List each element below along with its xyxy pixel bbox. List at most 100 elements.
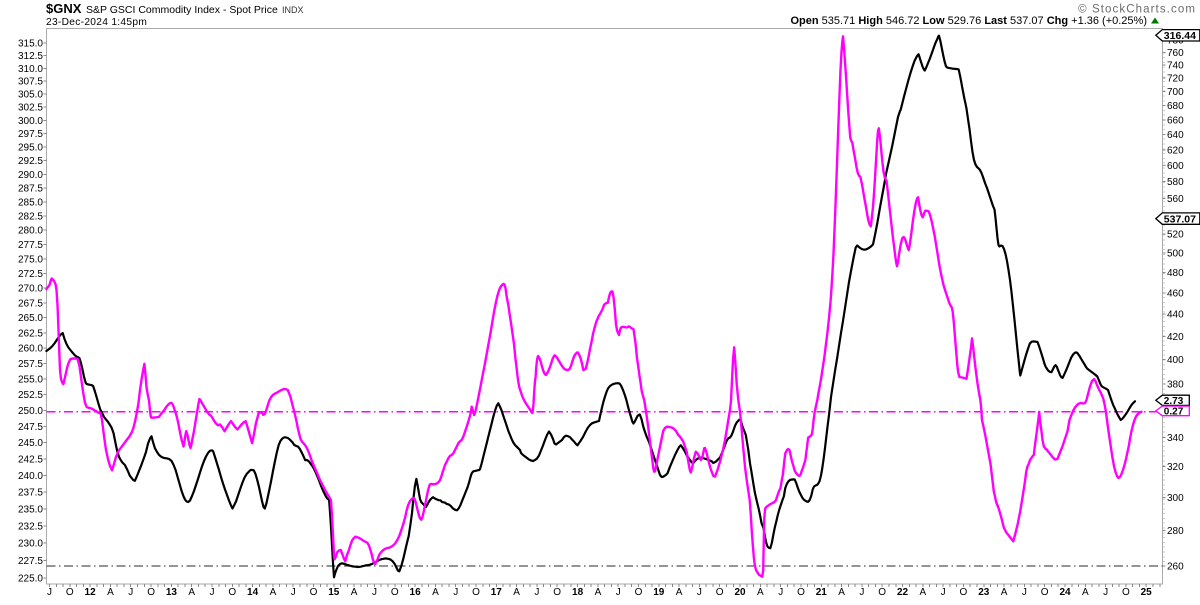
svg-text:310.0: 310.0 (18, 64, 43, 75)
svg-text:480: 480 (1167, 268, 1184, 279)
svg-text:O: O (228, 587, 236, 598)
svg-text:A: A (107, 587, 114, 598)
svg-text:285.0: 285.0 (18, 198, 43, 209)
svg-text:500: 500 (1167, 248, 1184, 259)
svg-text:J: J (47, 587, 52, 598)
svg-text:380: 380 (1167, 380, 1184, 391)
svg-text:420: 420 (1167, 332, 1184, 343)
svg-text:O: O (635, 587, 643, 598)
svg-text:O: O (310, 587, 318, 598)
svg-text:312.5: 312.5 (18, 51, 43, 62)
svg-text:18: 18 (572, 587, 584, 598)
svg-text:305.0: 305.0 (18, 90, 43, 101)
svg-text:J: J (534, 587, 539, 598)
svg-text:A: A (838, 587, 845, 598)
svg-text:O: O (553, 587, 561, 598)
svg-text:272.5: 272.5 (18, 269, 43, 280)
svg-text:J: J (697, 587, 702, 598)
svg-text:340: 340 (1167, 433, 1184, 444)
svg-text:15: 15 (328, 587, 340, 598)
svg-text:680: 680 (1167, 101, 1184, 112)
svg-text:O: O (797, 587, 805, 598)
svg-text:302.5: 302.5 (18, 103, 43, 114)
svg-text:16: 16 (410, 587, 422, 598)
svg-text:260: 260 (1167, 562, 1184, 573)
svg-text:232.5: 232.5 (18, 521, 43, 532)
svg-text:292.5: 292.5 (18, 156, 43, 167)
svg-text:247.5: 247.5 (18, 422, 43, 433)
svg-text:S&P GSCI Commodity Index - Spo: S&P GSCI Commodity Index - Spot Price (86, 4, 278, 16)
svg-text:230.0: 230.0 (18, 539, 43, 550)
svg-text:2.73: 2.73 (1164, 396, 1184, 407)
svg-text:$GNX: $GNX (46, 1, 82, 16)
svg-text:275.0: 275.0 (18, 254, 43, 265)
svg-text:520: 520 (1167, 230, 1184, 241)
svg-text:287.5: 287.5 (18, 184, 43, 195)
svg-text:25: 25 (1141, 587, 1153, 598)
svg-text:J: J (778, 587, 783, 598)
svg-text:J: J (372, 587, 377, 598)
svg-text:295.0: 295.0 (18, 143, 43, 154)
svg-text:640: 640 (1167, 130, 1184, 141)
svg-text:240.0: 240.0 (18, 471, 43, 482)
svg-text:12: 12 (85, 587, 97, 598)
svg-text:270.0: 270.0 (18, 284, 43, 295)
svg-text:A: A (676, 587, 683, 598)
svg-text:315.0: 315.0 (18, 38, 43, 49)
svg-text:23: 23 (978, 587, 990, 598)
svg-text:A: A (351, 587, 358, 598)
svg-text:O: O (1122, 587, 1130, 598)
svg-text:© StockCharts.com: © StockCharts.com (1078, 4, 1196, 16)
svg-text:J: J (291, 587, 296, 598)
svg-text:A: A (1082, 587, 1089, 598)
svg-text:21: 21 (816, 587, 828, 598)
svg-text:720: 720 (1167, 74, 1184, 85)
svg-text:400: 400 (1167, 355, 1184, 366)
svg-text:A: A (595, 587, 602, 598)
svg-text:23-Dec-2024 1:45pm: 23-Dec-2024 1:45pm (46, 17, 147, 28)
svg-text:24: 24 (1059, 587, 1071, 598)
svg-text:600: 600 (1167, 161, 1184, 172)
svg-text:300: 300 (1167, 493, 1184, 504)
svg-text:J: J (1022, 587, 1027, 598)
svg-text:19: 19 (653, 587, 665, 598)
svg-text:460: 460 (1167, 288, 1184, 299)
svg-text:INDX: INDX (282, 5, 304, 15)
svg-text:J: J (859, 587, 864, 598)
svg-text:282.5: 282.5 (18, 212, 43, 223)
svg-text:265.0: 265.0 (18, 313, 43, 324)
svg-text:A: A (188, 587, 195, 598)
svg-text:O: O (878, 587, 886, 598)
svg-text:A: A (757, 587, 764, 598)
svg-text:580: 580 (1167, 177, 1184, 188)
svg-text:237.5: 237.5 (18, 488, 43, 499)
svg-text:O: O (66, 587, 74, 598)
svg-text:262.5: 262.5 (18, 328, 43, 339)
svg-text:280: 280 (1167, 526, 1184, 537)
svg-text:250.0: 250.0 (18, 406, 43, 417)
svg-text:290.0: 290.0 (18, 170, 43, 181)
svg-text:297.5: 297.5 (18, 129, 43, 140)
svg-text:560: 560 (1167, 194, 1184, 205)
svg-text:J: J (941, 587, 946, 598)
svg-text:316.44: 316.44 (1164, 30, 1196, 42)
svg-text:J: J (616, 587, 621, 598)
svg-text:A: A (919, 587, 926, 598)
svg-text:440: 440 (1167, 310, 1184, 321)
svg-text:A: A (513, 587, 520, 598)
svg-text:0.27: 0.27 (1164, 407, 1184, 418)
svg-text:320: 320 (1167, 462, 1184, 473)
svg-text:J: J (128, 587, 133, 598)
svg-text:22: 22 (897, 587, 909, 598)
svg-text:Open 535.71 High 546.72 Low: Open 535.71 High 546.72 Low 529.76 Last … (790, 15, 1147, 27)
svg-text:245.0: 245.0 (18, 438, 43, 449)
svg-text:257.5: 257.5 (18, 359, 43, 370)
svg-text:O: O (472, 587, 480, 598)
svg-text:307.5: 307.5 (18, 77, 43, 88)
svg-text:242.5: 242.5 (18, 454, 43, 465)
svg-text:O: O (716, 587, 724, 598)
svg-text:O: O (960, 587, 968, 598)
svg-text:O: O (1041, 587, 1049, 598)
svg-text:227.5: 227.5 (18, 556, 43, 567)
svg-text:J: J (453, 587, 458, 598)
